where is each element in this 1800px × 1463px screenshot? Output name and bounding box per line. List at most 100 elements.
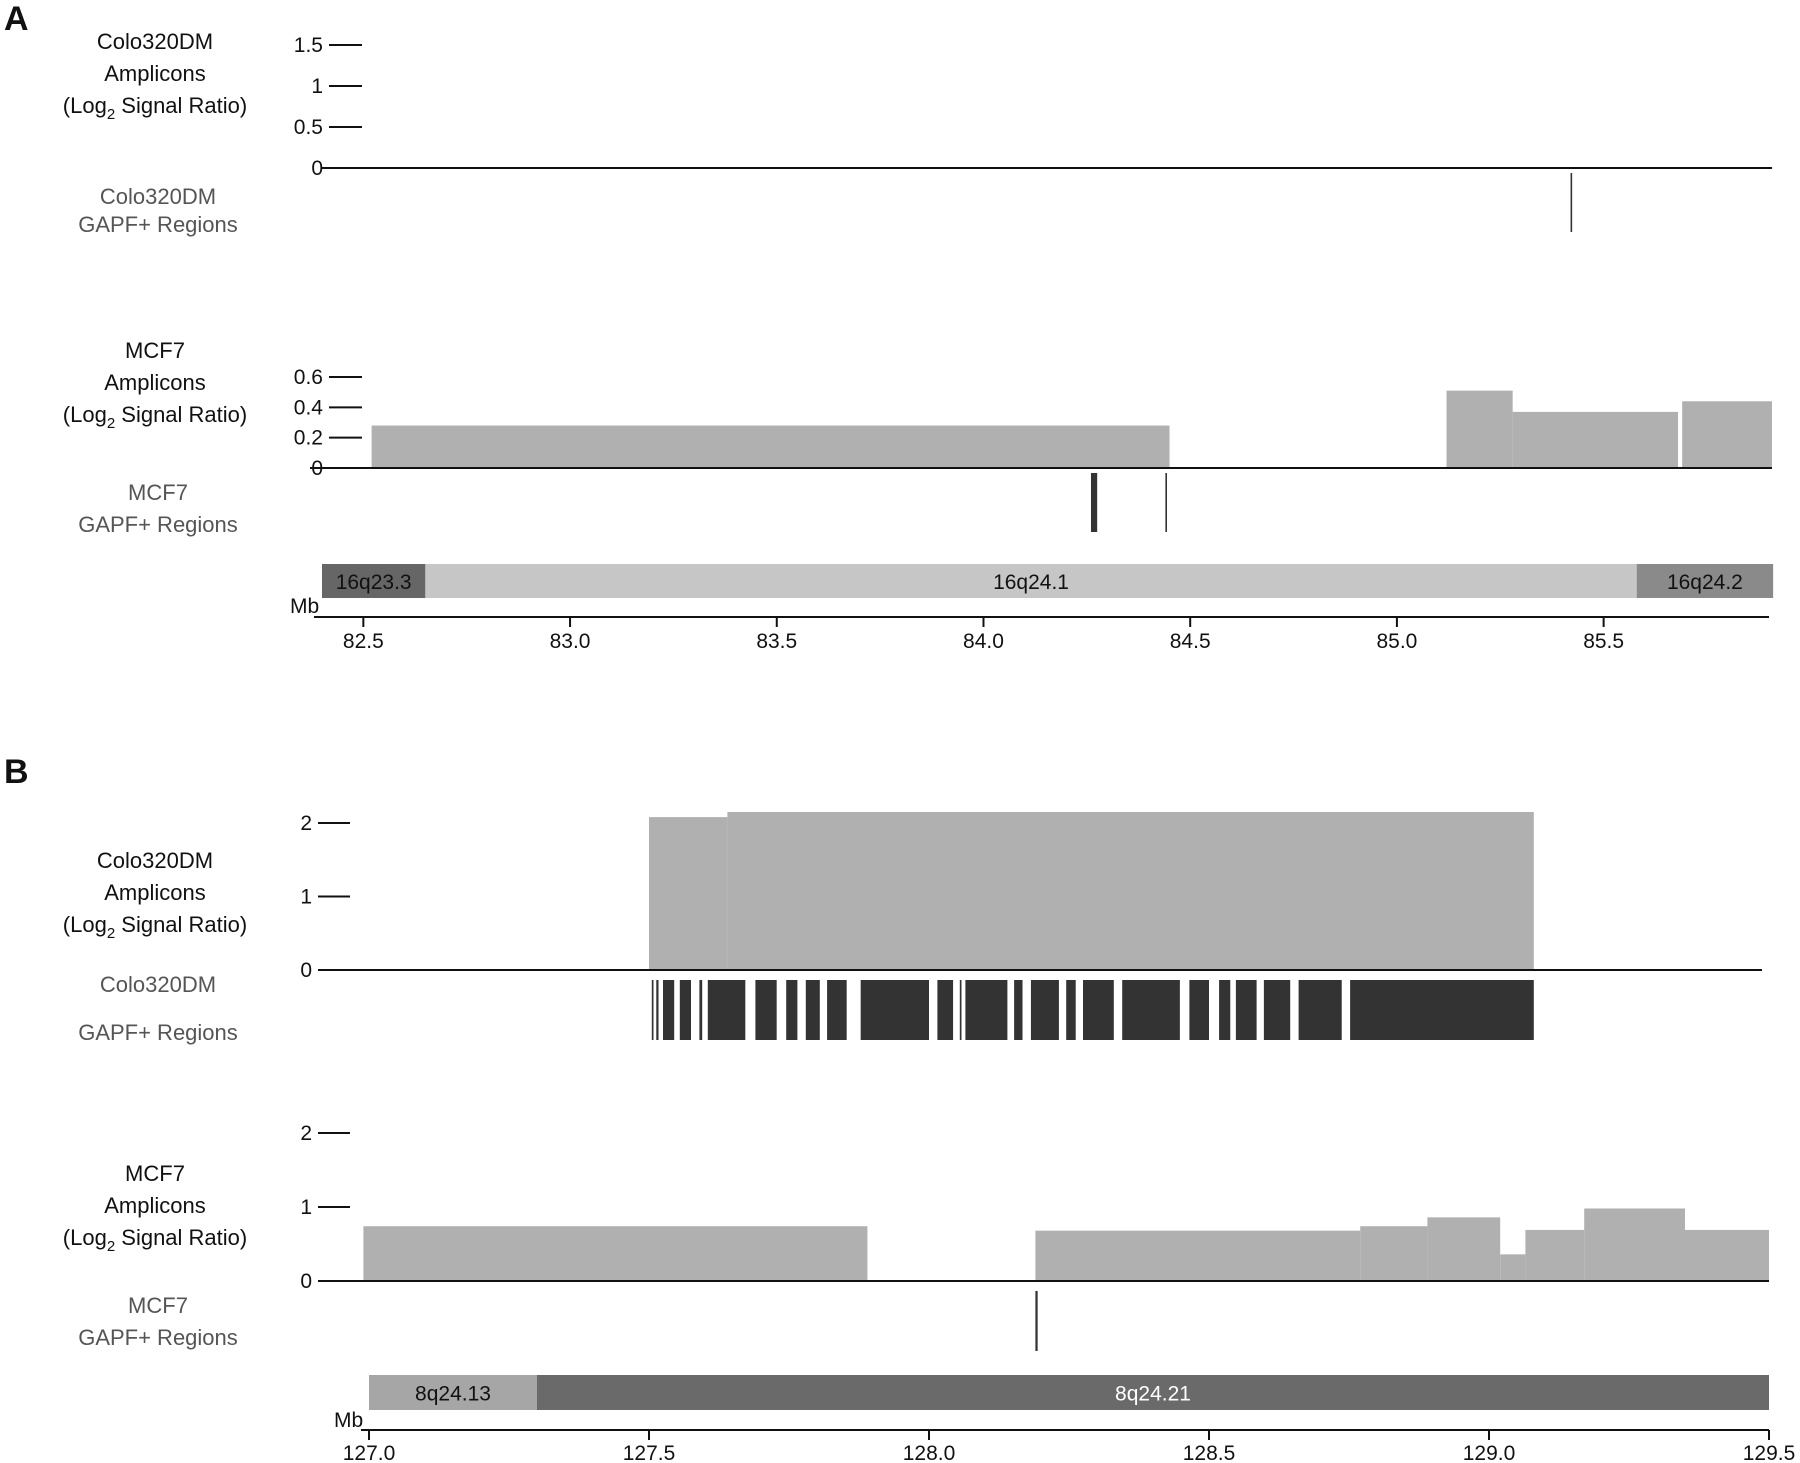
gapf-region (1298, 980, 1342, 1040)
units-part: (Log (63, 402, 107, 427)
x-axis-unit: Mb (290, 595, 319, 618)
amplicon-segment (649, 817, 728, 970)
y-tick-label: 0.6 (294, 366, 323, 389)
amplicon-segment (1584, 1208, 1685, 1281)
amplicon-segment (1512, 411, 1679, 468)
regions-label-type: GAPF+ Regions (78, 1325, 238, 1350)
amplicon-segment (1685, 1229, 1769, 1281)
y-tick-label: 2 (300, 1122, 312, 1145)
gapf-region (860, 980, 929, 1040)
amplicon-segment (1360, 1226, 1428, 1281)
y-tick-label: 0 (311, 157, 323, 180)
x-tick-label: 85.5 (1583, 630, 1624, 653)
gapf-region (1263, 980, 1291, 1040)
x-tick-label: 128.5 (1183, 1442, 1236, 1463)
y-tick-label: 0 (311, 457, 323, 480)
regions-label-sample: MCF7 (128, 1293, 188, 1318)
ideogram-band-label: 16q23.3 (336, 571, 412, 594)
y-tick-label: 1.5 (294, 34, 323, 57)
gapf-region (1570, 173, 1573, 232)
units-subscript: 2 (107, 106, 115, 123)
ideogram-band-label: 16q24.2 (1667, 571, 1743, 594)
y-tick-label: 1 (300, 1196, 312, 1219)
ideogram-band (1636, 564, 1774, 598)
x-tick-label: 83.5 (756, 630, 797, 653)
units-part: (Log (63, 93, 107, 118)
units-subscript: 2 (107, 1238, 115, 1255)
amplicon-segment (727, 811, 1534, 970)
gapf-region (1030, 980, 1059, 1040)
track-label-sample: MCF7 (125, 338, 185, 363)
y-tick-label: 0.2 (294, 427, 323, 450)
y-tick-label: 0.4 (294, 396, 324, 419)
gapf-region (959, 980, 962, 1040)
track-label-units: (Log2 Signal Ratio) (63, 93, 247, 123)
track-label-sample: MCF7 (125, 1161, 185, 1186)
amplicon-segment (1427, 1217, 1501, 1281)
gapf-region (827, 980, 847, 1040)
amplicon-segment (1500, 1254, 1526, 1281)
amplicon-segment (1525, 1229, 1585, 1281)
amplicon-segment (1035, 1230, 1361, 1281)
track-label-type: Amplicons (104, 61, 205, 86)
regions-label-type: GAPF+ Regions (78, 1020, 238, 1045)
x-tick-label: 82.5 (343, 630, 384, 653)
gapf-region (1189, 980, 1209, 1040)
gapf-region (805, 980, 820, 1040)
regions-label-sample: Colo320DM (100, 972, 216, 997)
units-part: (Log (63, 1225, 107, 1250)
x-tick-label: 84.0 (963, 630, 1004, 653)
units-part: Signal Ratio) (115, 1225, 247, 1250)
y-tick-label: 0 (300, 959, 312, 982)
ideogram-band (369, 1375, 537, 1410)
x-tick-label: 127.0 (343, 1442, 396, 1463)
amplicon-segment (1446, 390, 1513, 468)
gapf-region (1090, 473, 1098, 532)
units-part: (Log (63, 912, 107, 937)
gapf-region (707, 980, 746, 1040)
ideogram-band (537, 1375, 1769, 1410)
regions-label-sample: Colo320DM (100, 184, 216, 209)
units-part: Signal Ratio) (115, 93, 247, 118)
y-tick-label: 2 (300, 812, 312, 835)
gapf-region (1014, 980, 1023, 1040)
gapf-region (699, 980, 703, 1040)
units-subscript: 2 (107, 415, 115, 432)
gapf-region (1235, 980, 1257, 1040)
gapf-region (1066, 980, 1076, 1040)
ideogram-band-label: 8q24.13 (415, 1383, 491, 1406)
x-tick-label: 84.5 (1170, 630, 1211, 653)
ideogram-band (322, 564, 426, 598)
x-tick-label: 85.0 (1376, 630, 1417, 653)
gapf-region (965, 980, 1008, 1040)
units-part: Signal Ratio) (115, 912, 247, 937)
gapf-region (1083, 980, 1114, 1040)
y-tick-label: 1 (300, 886, 312, 909)
gapf-region (1219, 980, 1231, 1040)
regions-label-sample: MCF7 (128, 480, 188, 505)
units-part: Signal Ratio) (115, 402, 247, 427)
amplicon-segment (363, 1226, 868, 1281)
gapf-region (1350, 980, 1534, 1040)
units-subscript: 2 (107, 925, 115, 942)
gapf-region (937, 980, 954, 1040)
gapf-region (1035, 1291, 1038, 1351)
x-tick-label: 128.0 (903, 1442, 956, 1463)
gapf-region (656, 980, 659, 1040)
gapf-region (663, 980, 675, 1040)
track-label-units: (Log2 Signal Ratio) (63, 402, 247, 432)
track-label-type: Amplicons (104, 880, 205, 905)
amplicon-segment (1682, 401, 1772, 468)
gapf-region (1122, 980, 1180, 1040)
track-label-sample: Colo320DM (97, 29, 213, 54)
ideogram-band-label: 16q24.1 (993, 571, 1069, 594)
track-label-units: (Log2 Signal Ratio) (63, 1225, 247, 1255)
x-axis-unit: Mb (334, 1409, 363, 1432)
gapf-region (651, 980, 654, 1040)
y-tick-label: 0.5 (294, 116, 323, 139)
track-label-type: Amplicons (104, 370, 205, 395)
regions-label-type: GAPF+ Regions (78, 512, 238, 537)
track-label-type: Amplicons (104, 1193, 205, 1218)
regions-label-type: GAPF+ Regions (78, 212, 238, 237)
